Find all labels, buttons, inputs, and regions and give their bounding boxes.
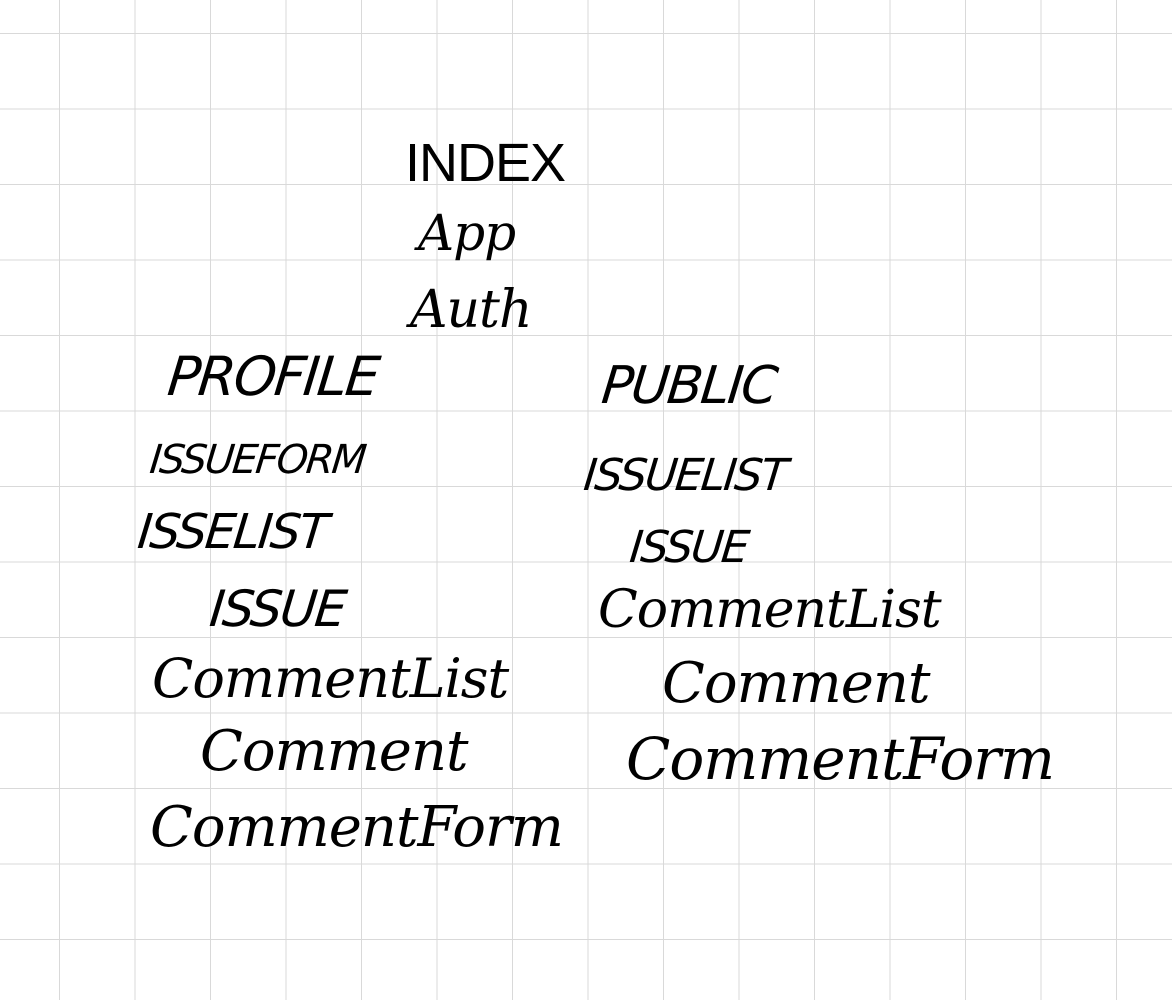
profile-item-issuelist: ISSELIST [135,504,330,560]
public-item-comment: Comment [662,651,930,716]
profile-item-commentlist: CommentList [152,647,509,710]
public-item-commentlist: CommentList [598,580,942,640]
profile-item-issue: ISSUE [206,580,348,638]
public-item-issuelist: ISSUELIST [581,450,789,501]
profile-item-comment: Comment [200,719,468,784]
profile-item-commentform: CommentForm [150,795,564,860]
public-item-issue: ISSUE [627,522,751,573]
public-item-commentform: CommentForm [626,725,1055,793]
index-title: INDEX [405,133,566,193]
app-label: App [418,204,516,262]
profile-title: PROFILE [164,345,382,408]
public-title: PUBLIC [598,356,779,416]
profile-item-issueform: ISSUEFORM [147,437,367,483]
auth-label: Auth [410,280,532,340]
